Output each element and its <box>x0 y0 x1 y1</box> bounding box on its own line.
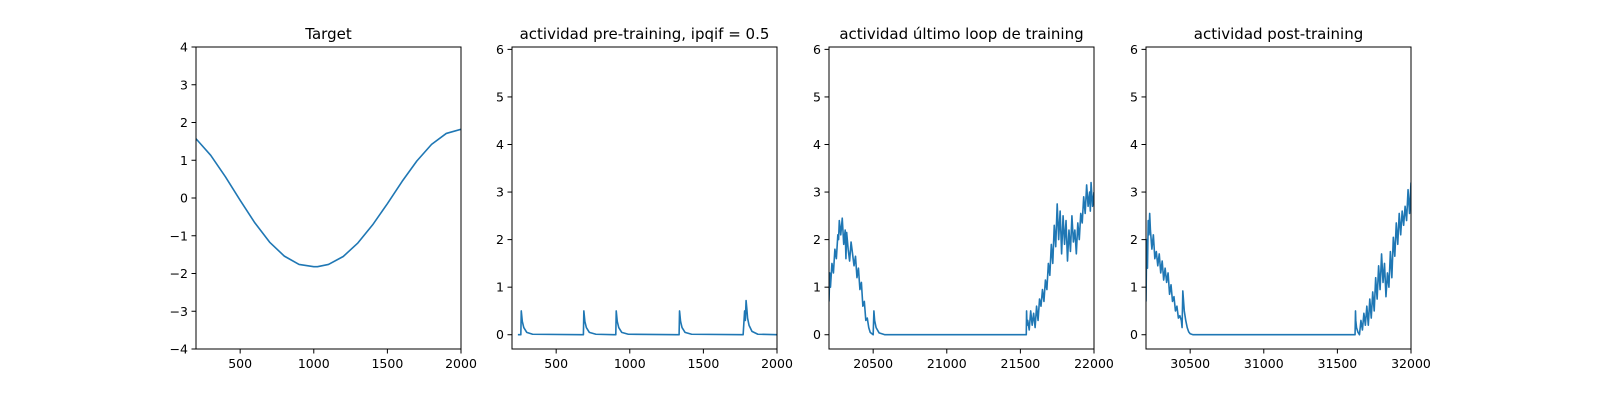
y-tick-label: 2 <box>496 232 504 247</box>
x-tick-label: 2000 <box>445 356 477 371</box>
x-tick-label: 22000 <box>1074 356 1114 371</box>
y-tick-label: 0 <box>180 191 188 206</box>
x-tick-label: 500 <box>228 356 252 371</box>
x-tick-label: 1000 <box>614 356 646 371</box>
y-tick-label: 4 <box>496 137 504 152</box>
subplot-title: actividad pre-training, ipqif = 0.5 <box>520 25 770 43</box>
subplot-2: 500 1000 1500 2000 0 1 2 3 4 5 6 actividad pre-trai… <box>496 25 793 371</box>
y-tick-label: 4 <box>1130 137 1138 152</box>
x-tick-label: 31000 <box>1244 356 1284 371</box>
y-tick-label: 0 <box>813 327 821 342</box>
x-tick-label: 32000 <box>1391 356 1431 371</box>
y-tick-label: 6 <box>496 42 504 57</box>
y-tick-label: 1 <box>1130 280 1138 295</box>
y-tick-label: 5 <box>1130 89 1138 104</box>
y-tick-label: 3 <box>1130 185 1138 200</box>
y-tick-label: 1 <box>180 153 188 168</box>
x-tick-label: 30500 <box>1170 356 1210 371</box>
x-tick-label: 1500 <box>371 356 403 371</box>
y-tick-label: 3 <box>496 185 504 200</box>
x-tick-label: 21000 <box>927 356 967 371</box>
subplot-3: 20500 21000 21500 22000 0 1 2 3 4 5 6 actividad últ… <box>813 25 1114 371</box>
y-tick-label: −3 <box>170 304 188 319</box>
axes-frame <box>511 46 778 350</box>
y-tick-label: 1 <box>496 280 504 295</box>
y-tick-label: 3 <box>813 185 821 200</box>
series-line-3-1 <box>829 181 1094 336</box>
y-tick-label: 0 <box>1130 327 1138 342</box>
y-tick-label: −4 <box>170 342 188 357</box>
series-line-4-1 <box>1146 182 1411 336</box>
subplot-title: actividad último loop de training <box>839 25 1083 43</box>
x-tick-label: 21500 <box>1001 356 1041 371</box>
axes-frame <box>828 46 1095 350</box>
y-tick-label: 2 <box>180 115 188 130</box>
y-tick-label: 6 <box>1130 42 1138 57</box>
y-tick-label: 5 <box>813 89 821 104</box>
y-tick-label: −1 <box>170 228 188 243</box>
x-tick-label: 2000 <box>761 356 793 371</box>
x-tick-label: 20500 <box>853 356 893 371</box>
x-tick-label: 31500 <box>1318 356 1358 371</box>
y-tick-label: 2 <box>1130 232 1138 247</box>
y-tick-label: 1 <box>813 280 821 295</box>
series-line-2-1 <box>517 299 777 336</box>
subplot-title: Target <box>304 25 352 43</box>
x-tick-label: 1000 <box>298 356 330 371</box>
x-tick-label: 500 <box>544 356 568 371</box>
y-tick-label: 4 <box>180 40 188 55</box>
y-tick-label: 0 <box>496 327 504 342</box>
y-tick-label: 2 <box>813 232 821 247</box>
y-tick-label: 4 <box>813 137 821 152</box>
subplot-title: actividad post-training <box>1194 25 1363 43</box>
subplot-1: 500 1000 1500 2000 −4 −3 −2 −1 0 1 2 3 4 Target <box>170 25 477 371</box>
y-tick-label: 5 <box>496 89 504 104</box>
series-line-1-1 <box>196 128 461 268</box>
subplot-4: 30500 31000 31500 32000 0 1 2 3 4 5 6 actividad pos… <box>1130 25 1431 371</box>
y-tick-label: 6 <box>813 42 821 57</box>
y-tick-label: −2 <box>170 266 188 281</box>
axes-frame <box>1145 46 1412 350</box>
y-tick-label: 3 <box>180 77 188 92</box>
x-tick-label: 1500 <box>687 356 719 371</box>
